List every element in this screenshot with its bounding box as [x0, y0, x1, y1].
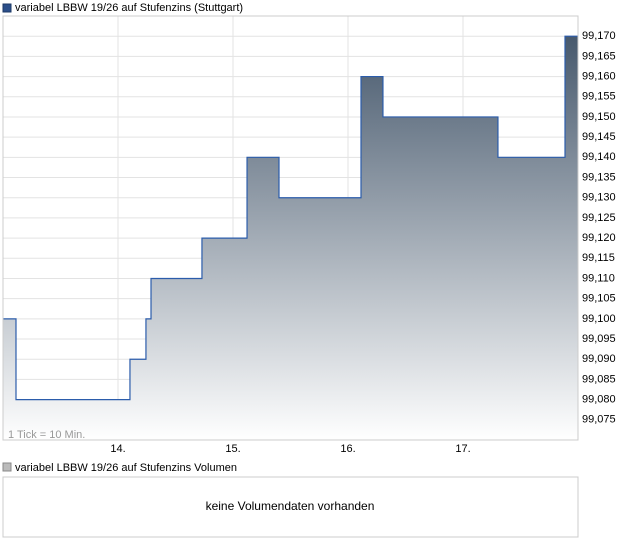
y-tick-label: 99,120: [582, 232, 616, 244]
annotation: 1 Tick = 10 Min.: [8, 429, 85, 441]
legend-swatch: [2, 3, 12, 13]
y-tick-label: 99,090: [582, 353, 616, 365]
y-tick-label: 99,100: [582, 313, 616, 325]
y-tick-label: 99,150: [582, 111, 616, 123]
volume-panel: [2, 476, 579, 538]
area: [3, 36, 578, 440]
y-tick-label: 99,085: [582, 373, 616, 385]
y-tick-label: 99,080: [582, 394, 616, 406]
y-tick-label: 99,145: [582, 131, 616, 143]
x-tick-label: 17.: [455, 443, 470, 455]
x-tick-label: 16.: [340, 443, 355, 455]
legend-label: variabel LBBW 19/26 auf Stufenzins (Stut…: [15, 2, 243, 14]
y-tick-label: 99,075: [582, 414, 616, 426]
y-tick-label: 99,155: [582, 91, 616, 103]
y-tick-label: 99,095: [582, 333, 616, 345]
x-tick-label: 15.: [225, 443, 240, 455]
y-tick-label: 99,170: [582, 30, 616, 42]
y-tick-label: 99,110: [582, 272, 615, 284]
volume-legend: variabel LBBW 19/26 auf Stufenzins Volum…: [15, 462, 237, 474]
price-line: [3, 35, 578, 401]
y-tick-label: 99,140: [582, 151, 616, 163]
volume-message: keine Volumendaten vorhanden: [206, 499, 375, 513]
y-tick-label: 99,130: [582, 192, 616, 204]
y-tick-label: 99,105: [582, 293, 616, 305]
y-tick-label: 99,165: [582, 50, 616, 62]
plot-frame: [2, 15, 579, 441]
y-tick-label: 99,115: [582, 252, 615, 264]
y-tick-label: 99,135: [582, 171, 616, 183]
legend-swatch: [2, 462, 12, 472]
x-tick-label: 14.: [110, 443, 125, 455]
y-tick-label: 99,160: [582, 70, 616, 82]
y-tick-label: 99,125: [582, 212, 616, 224]
